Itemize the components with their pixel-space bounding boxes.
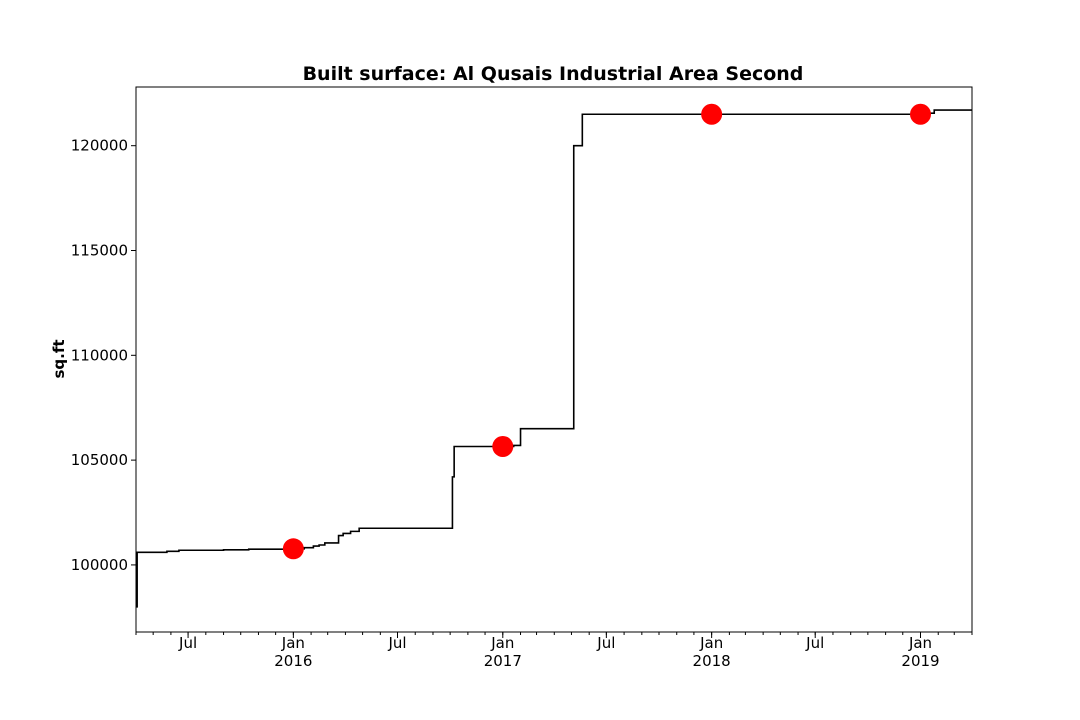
y-tick-label: 120000: [71, 137, 128, 155]
x-tick-year-label: 2018: [693, 652, 731, 670]
y-tick-label: 115000: [71, 242, 128, 260]
chart-title: Built surface: Al Qusais Industrial Area…: [303, 63, 804, 85]
y-axis-label: sq.ft: [50, 339, 68, 378]
data-marker: [701, 103, 723, 125]
x-tick-label: Jan: [281, 634, 305, 652]
series-line: [136, 109, 972, 608]
x-tick-year-label: 2016: [274, 652, 312, 670]
data-marker: [492, 435, 514, 457]
x-tick-label: Jul: [178, 634, 197, 652]
x-tick-label: Jul: [596, 634, 615, 652]
data-marker: [282, 538, 304, 560]
x-tick-year-label: 2019: [901, 652, 939, 670]
x-tick-label: Jan: [908, 634, 932, 652]
y-tick-label: 110000: [71, 346, 128, 364]
x-tick-label: Jan: [490, 634, 514, 652]
x-tick-year-label: 2017: [484, 652, 522, 670]
data-marker: [910, 103, 932, 125]
y-tick-label: 105000: [71, 451, 128, 469]
x-tick-label: Jul: [387, 634, 406, 652]
x-tick-label: Jul: [805, 634, 824, 652]
y-tick-label: 100000: [71, 556, 128, 574]
x-tick-label: Jan: [699, 634, 723, 652]
plot-frame: [135, 86, 973, 633]
